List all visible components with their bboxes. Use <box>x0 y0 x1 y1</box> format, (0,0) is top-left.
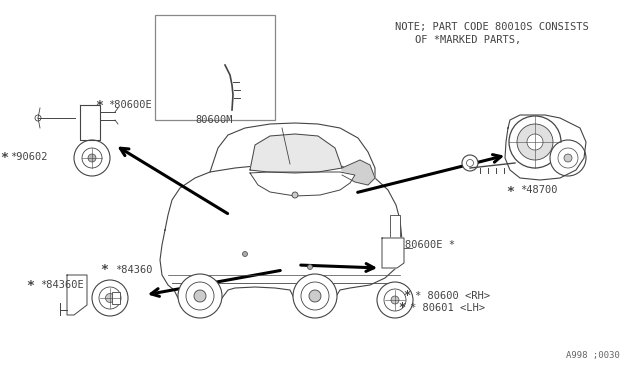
Circle shape <box>194 290 206 302</box>
Circle shape <box>74 140 110 176</box>
Text: *: * <box>398 301 405 314</box>
Text: *90602: *90602 <box>10 152 47 162</box>
Circle shape <box>243 251 248 257</box>
Text: *: * <box>0 151 8 164</box>
Circle shape <box>307 264 312 269</box>
Circle shape <box>309 290 321 302</box>
Text: *: * <box>95 99 103 112</box>
Polygon shape <box>342 160 375 185</box>
Circle shape <box>564 154 572 162</box>
Circle shape <box>517 124 553 160</box>
Bar <box>155 15 275 120</box>
Circle shape <box>462 155 478 171</box>
Text: *: * <box>26 279 34 292</box>
Text: *48700: *48700 <box>520 185 557 195</box>
Text: 80600M: 80600M <box>195 115 232 125</box>
Polygon shape <box>67 275 87 315</box>
Text: *84360E: *84360E <box>40 280 84 290</box>
Circle shape <box>509 116 561 168</box>
Text: OF *MARKED PARTS,: OF *MARKED PARTS, <box>415 35 521 45</box>
Polygon shape <box>250 134 342 173</box>
Circle shape <box>210 38 230 58</box>
Text: *80600E: *80600E <box>108 100 152 110</box>
Text: NOTE; PART CODE 80010S CONSISTS: NOTE; PART CODE 80010S CONSISTS <box>395 22 589 32</box>
Polygon shape <box>160 164 402 304</box>
Circle shape <box>200 28 240 68</box>
Text: *: * <box>100 263 108 276</box>
Circle shape <box>292 192 298 198</box>
Polygon shape <box>250 172 355 196</box>
Circle shape <box>35 115 41 121</box>
Text: *: * <box>403 289 410 302</box>
Circle shape <box>391 296 399 304</box>
Text: 80600E *: 80600E * <box>405 240 455 250</box>
Text: * 80600 <RH>: * 80600 <RH> <box>415 291 490 301</box>
Text: *84360: *84360 <box>115 265 152 275</box>
Circle shape <box>527 134 543 150</box>
Circle shape <box>377 282 413 318</box>
Circle shape <box>178 274 222 318</box>
Text: A998 ;0030: A998 ;0030 <box>566 351 620 360</box>
Polygon shape <box>382 238 404 268</box>
Bar <box>390 215 400 250</box>
Polygon shape <box>505 115 586 180</box>
Text: * 80601 <LH>: * 80601 <LH> <box>410 303 485 313</box>
Circle shape <box>92 280 128 316</box>
Polygon shape <box>210 123 375 178</box>
Circle shape <box>550 140 586 176</box>
Bar <box>112 292 120 304</box>
Circle shape <box>106 294 115 302</box>
Circle shape <box>293 274 337 318</box>
Circle shape <box>88 154 96 162</box>
Text: *: * <box>506 185 514 198</box>
